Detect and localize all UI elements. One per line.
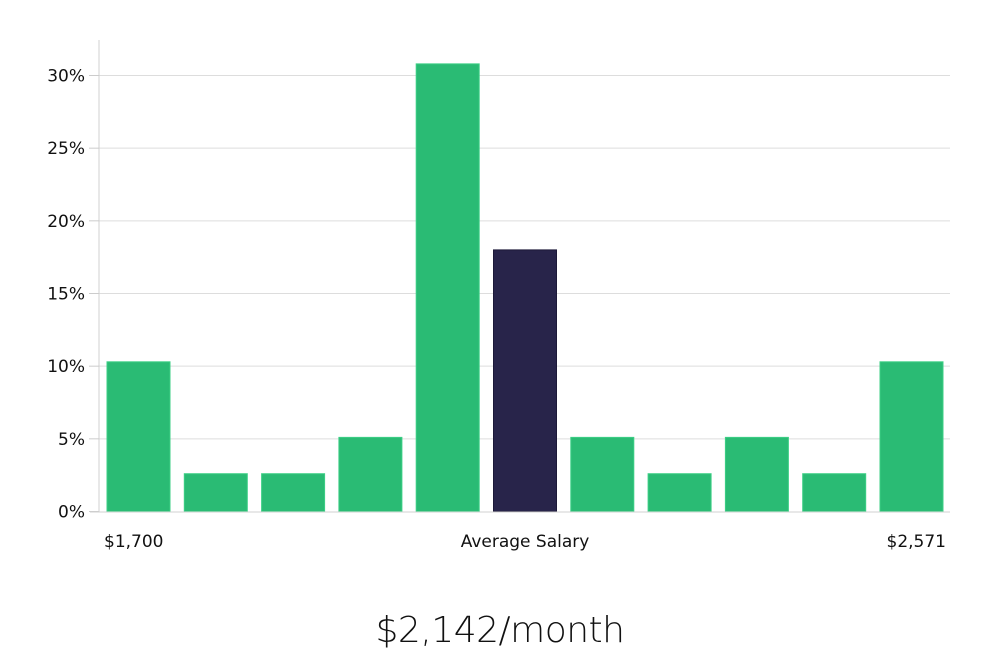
x-min-label: $1,700 xyxy=(104,532,163,552)
y-tick-label: 15% xyxy=(47,285,85,305)
y-tick-label: 10% xyxy=(47,357,85,377)
y-tick-label: 30% xyxy=(47,67,85,87)
bar xyxy=(261,473,326,513)
bar xyxy=(647,473,712,513)
bar xyxy=(879,361,944,512)
bar xyxy=(724,436,789,513)
salary-histogram: 0% 5% 10% 15% 20% 25% 30% $1,700 Average Salar… xyxy=(47,40,950,552)
bar xyxy=(802,473,867,513)
y-tick-label: 20% xyxy=(47,212,85,232)
bar xyxy=(415,63,480,513)
bars xyxy=(106,63,944,513)
bar xyxy=(338,436,403,513)
x-max-label: $2,571 xyxy=(887,532,946,552)
bar xyxy=(106,361,171,512)
y-tick-label: 0% xyxy=(58,503,85,523)
y-axis-ticks: 0% 5% 10% 15% 20% 25% 30% xyxy=(47,67,99,523)
x-axis-title: Average Salary xyxy=(461,532,590,552)
y-tick-label: 25% xyxy=(47,139,85,159)
bar xyxy=(183,473,248,513)
average-salary-value: $2,142/month xyxy=(375,610,625,651)
bar xyxy=(570,436,635,513)
y-tick-label: 5% xyxy=(58,430,85,450)
bar-average-highlight xyxy=(493,249,557,512)
